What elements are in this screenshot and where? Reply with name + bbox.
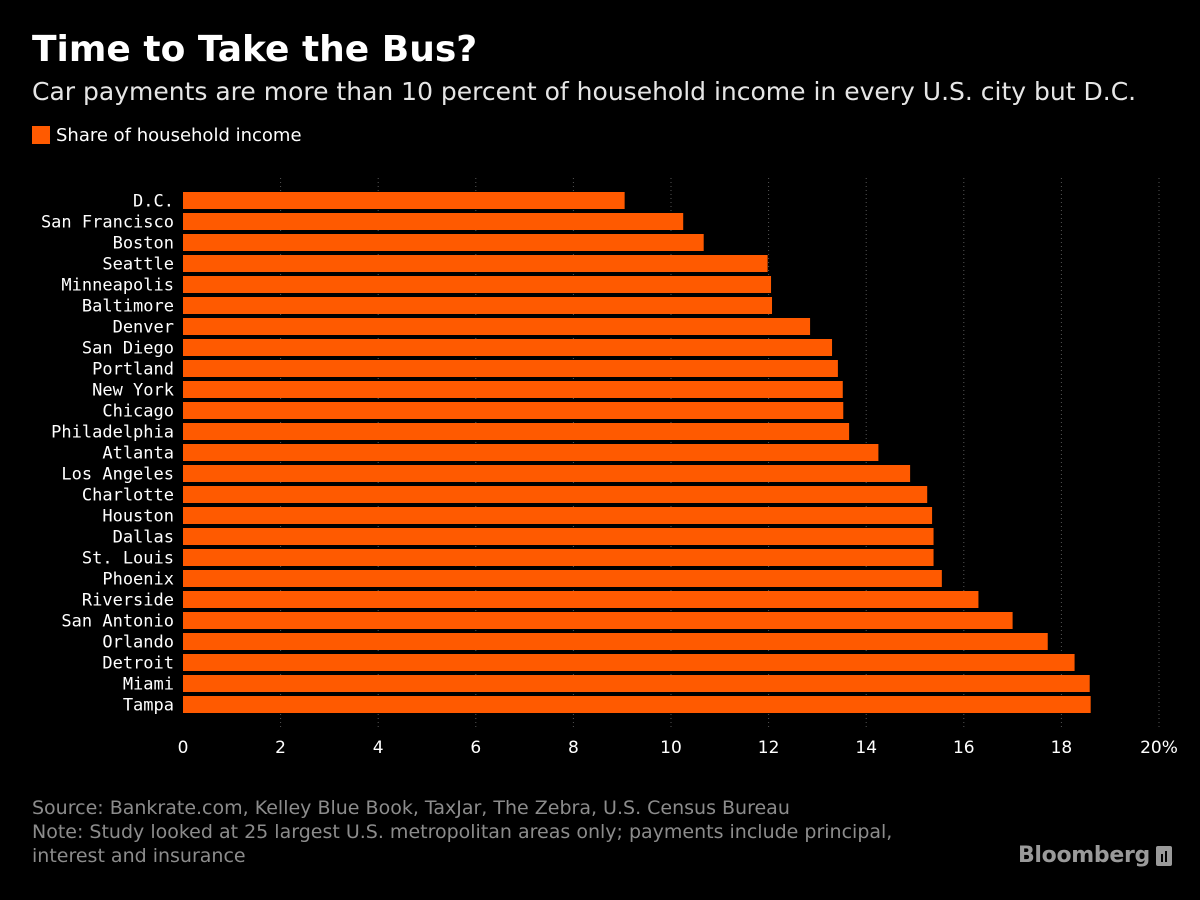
bar — [183, 444, 879, 461]
category-label: Atlanta — [102, 444, 174, 464]
study-note-line-2: interest and insurance — [32, 845, 246, 867]
category-label: Tampa — [123, 696, 174, 716]
bar — [183, 318, 811, 335]
legend: Share of household income — [32, 123, 302, 147]
legend-label: Share of household income — [56, 124, 302, 146]
chart-subtitle: Car payments are more than 10 percent of… — [32, 77, 1137, 106]
category-label: Chicago — [102, 402, 174, 422]
x-tick-label: 2 — [275, 738, 286, 758]
category-label: Baltimore — [82, 297, 174, 317]
bar — [183, 570, 942, 587]
bar — [183, 675, 1090, 692]
x-tick-label: 18 — [1051, 738, 1073, 758]
category-label: Detroit — [102, 654, 174, 674]
category-label: Seattle — [102, 255, 174, 275]
bar — [183, 234, 704, 251]
bar — [183, 423, 850, 440]
x-tick-label: 16 — [953, 738, 975, 758]
bar — [183, 486, 928, 503]
brand-logo: Bloomberg — [1018, 843, 1172, 868]
x-tick-label: 0 — [178, 738, 189, 758]
category-label: Boston — [113, 234, 174, 254]
bar — [183, 360, 838, 377]
legend-swatch — [32, 126, 50, 144]
bar — [183, 402, 844, 419]
x-tick-label: 12 — [758, 738, 780, 758]
bar — [183, 339, 833, 356]
category-label: Philadelphia — [51, 423, 174, 443]
category-label: St. Louis — [82, 549, 174, 569]
bar — [183, 213, 684, 230]
category-label: Portland — [92, 360, 174, 380]
bar — [183, 612, 1013, 629]
study-note-line-1: Note: Study looked at 25 largest U.S. me… — [32, 821, 893, 843]
x-tick-label: 10 — [660, 738, 682, 758]
category-label: San Antonio — [61, 612, 174, 632]
chart-title: Time to Take the Bus? — [32, 29, 478, 70]
category-label: Minneapolis — [61, 276, 174, 296]
source-note: Source: Bankrate.com, Kelley Blue Book, … — [32, 797, 790, 819]
bar — [183, 528, 934, 545]
x-tick-label: 8 — [568, 738, 579, 758]
category-label: Denver — [113, 318, 174, 338]
category-label: Houston — [102, 507, 174, 527]
bar — [183, 276, 772, 293]
category-label: Orlando — [102, 633, 174, 653]
bar — [183, 549, 934, 566]
x-tick-label: 20% — [1140, 738, 1178, 758]
bar — [183, 381, 843, 398]
category-label: Los Angeles — [61, 465, 174, 485]
bar-chart: D.C.San FranciscoBostonSeattleMinneapoli… — [41, 178, 1178, 758]
footer: Source: Bankrate.com, Kelley Blue Book, … — [32, 796, 1012, 868]
category-label: Miami — [123, 675, 174, 695]
bar — [183, 696, 1091, 713]
bar — [183, 591, 979, 608]
category-label: Phoenix — [102, 570, 174, 590]
category-label: Dallas — [113, 528, 174, 548]
bar — [183, 192, 625, 209]
category-label: Riverside — [82, 591, 174, 611]
bar — [183, 255, 768, 272]
bar — [183, 507, 933, 524]
category-label: Charlotte — [82, 486, 174, 506]
bloomberg-bars-icon — [1156, 845, 1172, 866]
bar — [183, 654, 1075, 671]
category-label: San Francisco — [41, 213, 174, 233]
bar — [183, 633, 1048, 650]
category-label: New York — [92, 381, 174, 401]
bar — [183, 465, 911, 482]
x-tick-label: 6 — [470, 738, 481, 758]
x-tick-label: 4 — [373, 738, 384, 758]
x-tick-label: 14 — [855, 738, 877, 758]
category-label: San Diego — [82, 339, 174, 359]
brand-name: Bloomberg — [1017, 843, 1150, 868]
bar — [183, 297, 773, 314]
category-label: D.C. — [133, 192, 174, 212]
